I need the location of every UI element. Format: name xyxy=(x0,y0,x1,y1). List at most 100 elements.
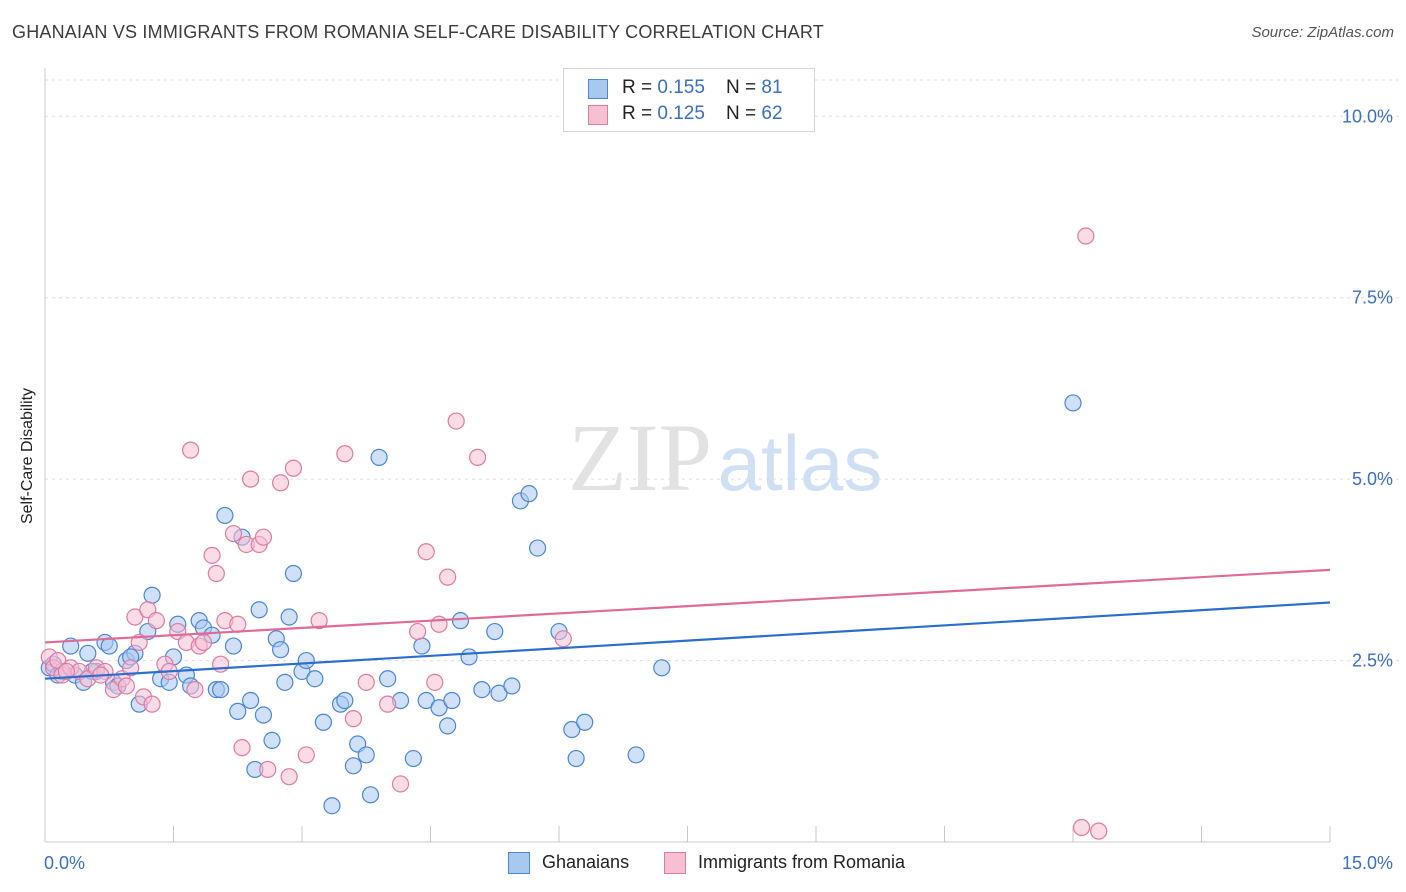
x-tick-label: 0.0% xyxy=(44,853,85,873)
romania-point xyxy=(310,612,328,630)
ghanaian-point xyxy=(443,691,461,710)
romania-point xyxy=(430,615,448,633)
ghanaian-point xyxy=(314,713,333,731)
ghanaian-point xyxy=(284,564,303,583)
data-points xyxy=(40,227,1108,840)
ghanaian-point xyxy=(486,622,504,641)
romania-point xyxy=(357,673,375,691)
y-tick-label: 10.0% xyxy=(1342,106,1393,126)
axes xyxy=(44,68,1331,843)
ghanaian-point xyxy=(379,670,397,688)
ghanaian-point xyxy=(439,717,457,735)
ghanaian-point xyxy=(627,746,645,764)
legend-r-value: 0.125 xyxy=(657,103,705,124)
ghanaian-point xyxy=(503,677,521,695)
romania-point xyxy=(284,459,303,477)
ghanaian-point xyxy=(430,699,448,717)
legend-n-value: 81 xyxy=(761,77,783,98)
romania-point xyxy=(417,543,435,561)
romania-point xyxy=(280,768,298,786)
ghanaian-point xyxy=(357,746,375,764)
legend-swatch-pink xyxy=(588,105,608,125)
x-tick-label: 15.0% xyxy=(1342,853,1393,873)
y-tick-label: 7.5% xyxy=(1352,288,1393,308)
romania-point xyxy=(1090,822,1108,840)
y-tick-label: 2.5% xyxy=(1352,651,1393,671)
romania-point xyxy=(117,677,135,695)
legend-r-value: 0.155 xyxy=(657,77,705,98)
romania-point xyxy=(254,528,273,546)
romania-point xyxy=(271,474,290,492)
ghanaian-point xyxy=(79,644,97,662)
ghanaian-trend-line xyxy=(44,601,1331,680)
romania-point xyxy=(233,739,251,757)
ghanaian-point xyxy=(344,757,362,775)
romania-point xyxy=(122,659,140,677)
ghanaian-point xyxy=(1064,394,1082,412)
legend-r-label: R = xyxy=(622,77,658,98)
gridlines xyxy=(45,79,1400,662)
romania-point xyxy=(143,695,161,713)
romania-point xyxy=(439,568,457,586)
ghanaian-point xyxy=(306,670,324,688)
watermark-zip: ZIP xyxy=(568,404,712,511)
romania-point xyxy=(426,673,444,691)
ghanaian-point xyxy=(413,637,431,655)
romania-point xyxy=(126,608,144,626)
bottom-legend-swatch-blue xyxy=(508,852,530,874)
ghanaian-point xyxy=(451,612,470,630)
romania-point xyxy=(186,680,204,699)
romania-point xyxy=(224,524,243,543)
y-axis-label: Self-Care Disability xyxy=(19,387,36,525)
romania-point xyxy=(259,760,277,779)
ghanaian-point xyxy=(229,702,247,720)
ghanaian-point xyxy=(276,673,294,691)
ghanaian-point xyxy=(280,608,298,626)
ghanaian-point xyxy=(254,706,273,724)
ghanaian-point xyxy=(528,539,547,557)
romania-point xyxy=(203,546,221,564)
ghanaian-point xyxy=(271,641,290,659)
legend-n-value: 62 xyxy=(761,103,783,124)
ghanaian-point xyxy=(576,713,594,731)
ghanaian-point xyxy=(100,637,118,655)
romania-point xyxy=(409,622,427,641)
romania-trend-line xyxy=(44,568,1331,644)
romania-point xyxy=(242,470,260,488)
romania-point xyxy=(147,612,165,630)
romania-point xyxy=(297,746,315,764)
ghanaian-point xyxy=(460,648,478,666)
watermark-atlas: atlas xyxy=(718,419,883,507)
ghanaian-point xyxy=(370,448,388,466)
romania-point xyxy=(344,710,362,728)
romania-point xyxy=(182,441,200,459)
source-label: Source: ZipAtlas.com xyxy=(1251,24,1394,41)
ghanaian-point xyxy=(323,797,341,815)
ghanaian-point xyxy=(212,680,230,699)
ghanaian-point xyxy=(361,786,380,804)
ghanaian-point xyxy=(417,691,435,710)
romania-point xyxy=(469,448,487,466)
romania-point xyxy=(1072,818,1091,837)
romania-point xyxy=(379,695,397,713)
romania-point xyxy=(447,412,465,430)
y-tick-label: 5.0% xyxy=(1352,469,1393,489)
ghanaian-point xyxy=(224,637,243,655)
romania-point xyxy=(391,775,410,793)
ghanaian-point xyxy=(250,601,268,619)
romania-point xyxy=(1077,227,1095,245)
romania-point xyxy=(207,564,225,583)
romania-point xyxy=(57,662,76,681)
correlation-legend: R = 0.155 N = 81 R = 0.125 N = 62 xyxy=(563,68,815,132)
trend-lines xyxy=(44,568,1331,680)
romania-point xyxy=(194,633,213,652)
ghanaian-point xyxy=(297,651,315,670)
ghanaian-point xyxy=(567,749,585,768)
tick-labels: 2.5% 5.0% 7.5% 10.0% 0.0% 15.0% xyxy=(44,106,1393,873)
legend-r-label: R = xyxy=(622,103,658,124)
ghanaian-point xyxy=(563,720,581,739)
legend-swatch-blue xyxy=(588,79,608,99)
romania-point xyxy=(336,445,354,463)
romania-point xyxy=(554,630,572,648)
